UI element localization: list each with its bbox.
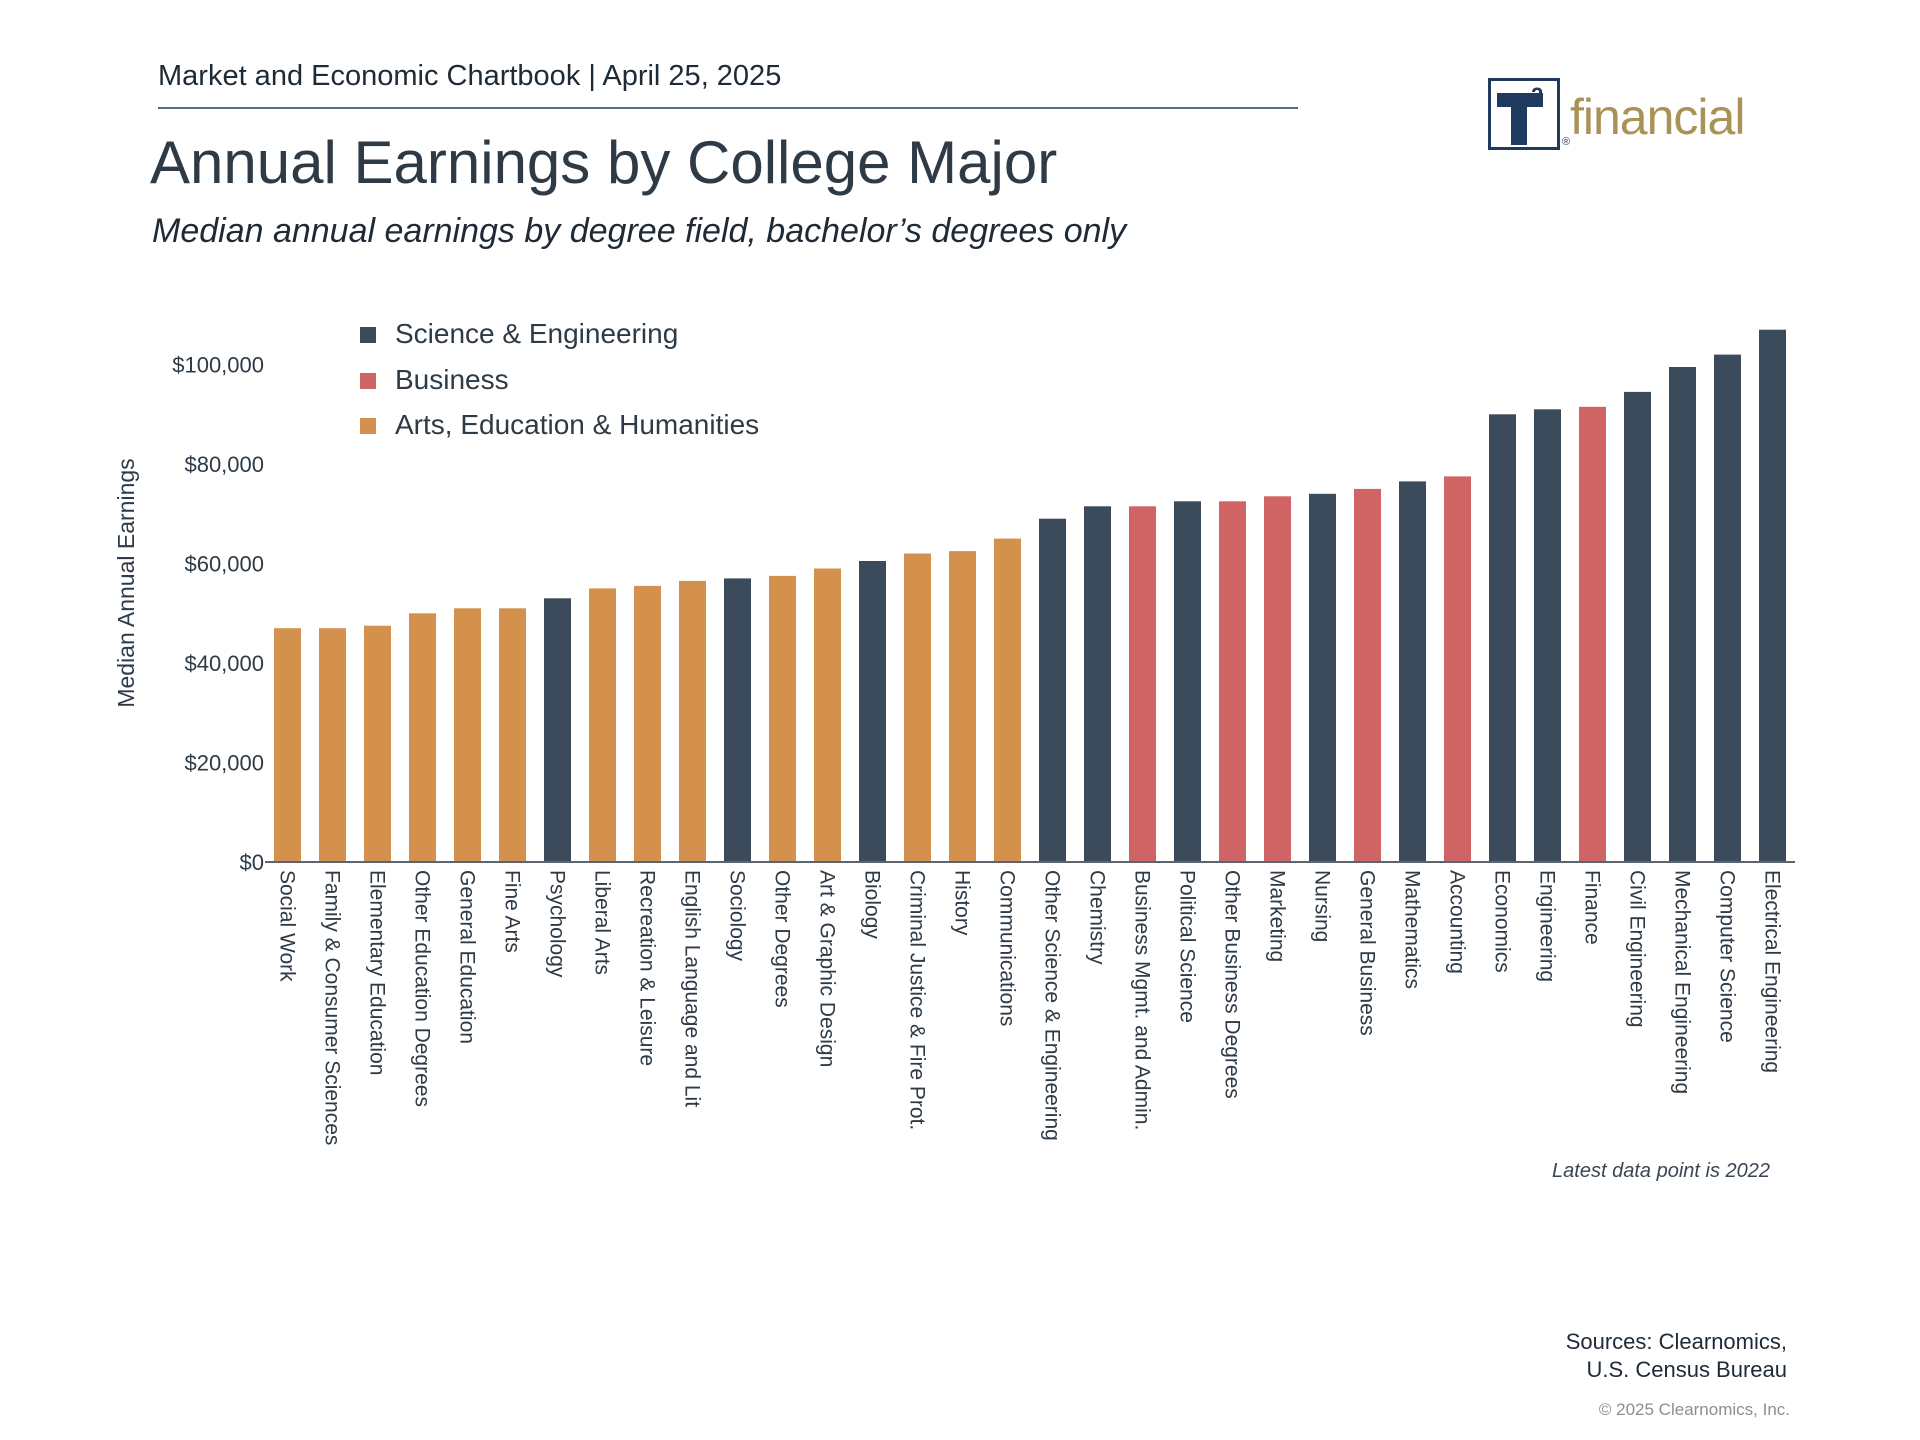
y-axis-title: Median Annual Earnings [113, 458, 139, 707]
y-tick-label: $100,000 [172, 353, 264, 378]
bar [1174, 501, 1201, 862]
bar [904, 553, 931, 862]
bar [364, 625, 391, 862]
x-tick-label: English Language and Lit [681, 870, 704, 1107]
y-tick-label: $0 [240, 850, 264, 875]
legend-label-arts: Arts, Education & Humanities [395, 409, 759, 440]
legend-swatch-arts [360, 418, 376, 434]
logo-t-stem [1511, 93, 1527, 145]
header-divider [158, 107, 1298, 109]
logo-superscript: 2 [1531, 83, 1544, 108]
x-tick-label: Marketing [1266, 870, 1289, 962]
bar [859, 561, 886, 862]
x-tick-label: Electrical Engineering [1761, 870, 1784, 1073]
latest-data-note: Latest data point is 2022 [1552, 1160, 1770, 1182]
logo-mark-box: 2 [1488, 78, 1560, 150]
bar [1489, 414, 1516, 863]
legend-label-science: Science & Engineering [395, 318, 678, 349]
bar [589, 588, 616, 862]
bar [724, 578, 751, 862]
bar [1354, 488, 1381, 862]
bar [814, 568, 841, 862]
x-tick-label: Economics [1491, 870, 1514, 973]
bar [949, 551, 976, 862]
x-tick-label: Biology [861, 870, 884, 939]
bar [409, 613, 436, 863]
x-tick-label: Other Business Degrees [1221, 870, 1244, 1099]
bar [1399, 481, 1426, 862]
x-tick-label: Other Degrees [771, 870, 794, 1008]
page-subtitle: Median annual earnings by degree field, … [152, 212, 1127, 250]
bar [319, 628, 346, 862]
x-tick-label: Elementary Education [366, 870, 389, 1075]
y-tick-label: $80,000 [184, 452, 264, 477]
x-tick-label: Nursing [1311, 870, 1334, 942]
y-tick-label: $60,000 [184, 552, 264, 577]
logo-wordmark: financial [1570, 89, 1745, 145]
legend-swatch-science [360, 327, 376, 343]
bar [274, 628, 301, 862]
y-tick-label: $40,000 [184, 651, 264, 676]
legend-swatch-business [360, 373, 376, 389]
x-tick-label: Social Work [276, 870, 299, 982]
x-tick-label: Communications [996, 870, 1019, 1026]
bar [1084, 506, 1111, 862]
bar [1129, 506, 1156, 862]
bar [1534, 409, 1561, 862]
logo-registered-mark: ® [1562, 136, 1571, 148]
x-tick-label: Accounting [1446, 870, 1469, 974]
bar [1669, 367, 1696, 862]
bar [1579, 406, 1606, 862]
x-tick-label: Chemistry [1086, 870, 1109, 965]
bar [1759, 329, 1786, 862]
bar [994, 538, 1021, 862]
page-title: Annual Earnings by College Major [150, 129, 1058, 196]
bar [454, 608, 481, 862]
x-tick-label: Civil Engineering [1626, 870, 1649, 1028]
chartbook-header: Market and Economic Chartbook | April 25… [158, 60, 782, 92]
x-tick-label: Political Science [1176, 870, 1199, 1023]
y-tick-label: $20,000 [184, 751, 264, 776]
bar [679, 580, 706, 862]
bar [1309, 493, 1336, 862]
legend-label-business: Business [395, 364, 509, 395]
bar [1624, 391, 1651, 862]
x-tick-label: Liberal Arts [591, 870, 614, 975]
sources-line-1: Sources: Clearnomics, [1565, 1329, 1787, 1354]
x-tick-label: Finance [1581, 870, 1604, 945]
x-tick-label: Art & Graphic Design [816, 870, 839, 1067]
bar [499, 608, 526, 862]
x-tick-label: Mechanical Engineering [1671, 870, 1694, 1094]
bar [1039, 518, 1066, 862]
bar [1219, 501, 1246, 862]
x-tick-label: Computer Science [1716, 870, 1739, 1043]
x-tick-label: Family & Consumer Sciences [321, 870, 344, 1145]
x-tick-label: General Education [456, 870, 479, 1044]
x-tick-label: Fine Arts [501, 870, 524, 953]
bar [634, 585, 661, 862]
x-tick-label: Criminal Justice & Fire Prot. [906, 870, 929, 1130]
x-tick-label: History [951, 870, 974, 936]
x-tick-label: Business Mgmt. and Admin. [1131, 870, 1154, 1130]
x-tick-label: Mathematics [1401, 870, 1424, 989]
x-tick-label: Sociology [726, 870, 749, 962]
sources-block: Sources: Clearnomics, U.S. Census Bureau [1566, 1328, 1787, 1384]
bar [1714, 354, 1741, 862]
sources-line-2: U.S. Census Bureau [1586, 1357, 1787, 1382]
x-tick-label: Psychology [546, 870, 569, 978]
bar [769, 575, 796, 862]
x-tick-label: Other Education Degrees [411, 870, 434, 1107]
x-tick-label: Engineering [1536, 870, 1559, 982]
bar [1444, 476, 1471, 862]
x-tick-label: General Business [1356, 870, 1379, 1036]
copyright: © 2025 Clearnomics, Inc. [1598, 1400, 1790, 1419]
x-tick-label: Other Science & Engineering [1041, 870, 1064, 1141]
x-tick-label: Recreation & Leisure [636, 870, 659, 1066]
t2-financial-logo: 2 ® financial [1488, 78, 1758, 156]
bar [1264, 496, 1291, 862]
bar [544, 598, 571, 862]
